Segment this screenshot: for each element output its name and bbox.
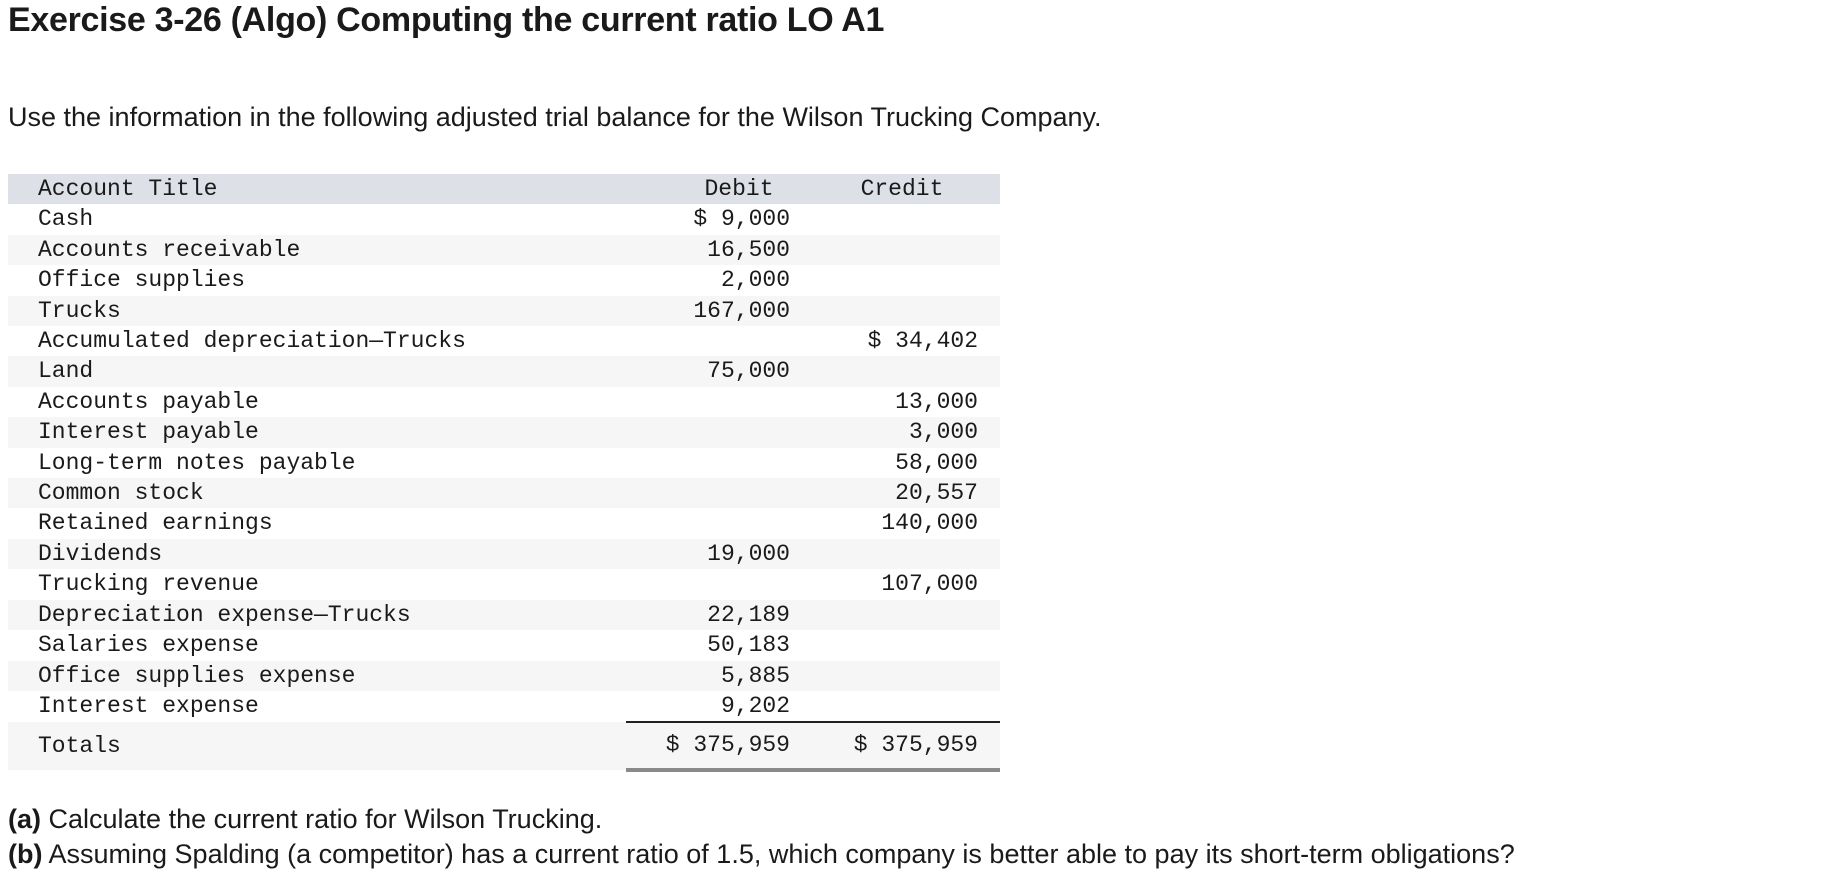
account-cell: Salaries expense xyxy=(8,630,626,661)
account-cell: Dividends xyxy=(8,538,626,570)
credit-cell: 20,557 xyxy=(804,478,1000,509)
account-cell: Land xyxy=(8,356,626,387)
credit-header: Credit xyxy=(804,174,1000,205)
credit-cell xyxy=(804,234,1000,266)
account-cell: Office supplies expense xyxy=(8,660,626,691)
credit-cell xyxy=(804,265,1000,296)
credit-cell xyxy=(804,204,1000,235)
debit-cell: 167,000 xyxy=(626,295,804,327)
table-row: Interest payable 3,000 xyxy=(8,417,1000,448)
debit-cell: $ 9,000 xyxy=(626,204,804,235)
table-row: Long-term notes payable 58,000 xyxy=(8,447,1000,479)
table-row: Office supplies expense 5,885 xyxy=(8,660,1000,691)
table-header-row: Account Title Debit Credit xyxy=(8,174,1000,205)
table-row: Cash $ 9,000 xyxy=(8,204,1000,235)
debit-cell: 50,183 xyxy=(626,630,804,661)
totals-row: Totals $ 375,959 $ 375,959 xyxy=(8,722,1000,773)
account-cell: Accumulated depreciation—Trucks xyxy=(8,326,626,357)
trial-balance-table: Account Title Debit Credit Cash $ 9,000 Ac… xyxy=(8,174,1000,773)
debit-cell: 22,189 xyxy=(626,599,804,631)
question-a-marker: (a) xyxy=(8,804,41,834)
table-row: Accumulated depreciation—Trucks $ 34,402 xyxy=(8,326,1000,357)
question-b: (b) Assuming Spalding (a competitor) has… xyxy=(8,837,1515,871)
debit-cell xyxy=(626,508,804,539)
account-cell: Long-term notes payable xyxy=(8,447,626,479)
question-b-marker: (b) xyxy=(8,839,43,869)
credit-cell: 107,000 xyxy=(804,569,1000,600)
totals-credit: $ 375,959 xyxy=(804,722,1000,773)
account-cell: Retained earnings xyxy=(8,508,626,539)
credit-cell xyxy=(804,599,1000,631)
debit-cell xyxy=(626,569,804,600)
account-cell: Accounts receivable xyxy=(8,234,626,266)
table-row: Dividends 19,000 xyxy=(8,538,1000,570)
credit-cell xyxy=(804,630,1000,661)
debit-cell xyxy=(626,326,804,357)
credit-cell: 3,000 xyxy=(804,417,1000,448)
question-b-text: Assuming Spalding (a competitor) has a c… xyxy=(42,839,1515,869)
question-a: (a) Calculate the current ratio for Wils… xyxy=(8,802,602,836)
table-row: Salaries expense 50,183 xyxy=(8,630,1000,661)
table-row: Land 75,000 xyxy=(8,356,1000,387)
debit-cell xyxy=(626,417,804,448)
table-row: Depreciation expense—Trucks 22,189 xyxy=(8,599,1000,631)
table-row: Trucking revenue 107,000 xyxy=(8,569,1000,600)
table-row: Common stock 20,557 xyxy=(8,478,1000,509)
debit-header: Debit xyxy=(626,174,804,205)
account-cell: Interest expense xyxy=(8,690,626,723)
credit-cell: 58,000 xyxy=(804,447,1000,479)
account-cell: Trucking revenue xyxy=(8,569,626,600)
table-row: Trucks 167,000 xyxy=(8,295,1000,327)
credit-cell: 13,000 xyxy=(804,386,1000,418)
credit-cell xyxy=(804,538,1000,570)
credit-cell xyxy=(804,690,1000,724)
account-cell: Office supplies xyxy=(8,265,626,296)
intro-text: Use the information in the following adj… xyxy=(8,102,1102,132)
table-row: Accounts payable 13,000 xyxy=(8,386,1000,418)
account-cell: Cash xyxy=(8,204,626,235)
table-row: Accounts receivable 16,500 xyxy=(8,234,1000,266)
debit-cell xyxy=(626,478,804,509)
debit-cell: 5,885 xyxy=(626,660,804,691)
totals-debit: $ 375,959 xyxy=(626,722,804,773)
credit-cell xyxy=(804,660,1000,691)
debit-cell: 2,000 xyxy=(626,265,804,296)
question-a-text: Calculate the current ratio for Wilson T… xyxy=(41,804,603,834)
table-row: Office supplies 2,000 xyxy=(8,265,1000,296)
account-cell: Depreciation expense—Trucks xyxy=(8,599,626,631)
account-cell: Accounts payable xyxy=(8,386,626,418)
exercise-title: Exercise 3-26 (Algo) Computing the curre… xyxy=(8,1,885,39)
credit-cell: 140,000 xyxy=(804,508,1000,539)
table-row: Retained earnings 140,000 xyxy=(8,508,1000,539)
debit-cell xyxy=(626,447,804,479)
account-cell: Common stock xyxy=(8,478,626,509)
credit-cell xyxy=(804,356,1000,387)
credit-cell xyxy=(804,295,1000,327)
debit-cell: 16,500 xyxy=(626,234,804,266)
credit-cell: $ 34,402 xyxy=(804,326,1000,357)
account-cell: Trucks xyxy=(8,295,626,327)
totals-label: Totals xyxy=(8,722,626,771)
debit-cell: 75,000 xyxy=(626,356,804,387)
account-title-header: Account Title xyxy=(8,174,626,205)
table-row: Interest expense 9,202 xyxy=(8,690,1000,724)
account-cell: Interest payable xyxy=(8,417,626,448)
debit-cell: 9,202 xyxy=(626,690,804,724)
debit-cell: 19,000 xyxy=(626,538,804,570)
debit-cell xyxy=(626,386,804,418)
